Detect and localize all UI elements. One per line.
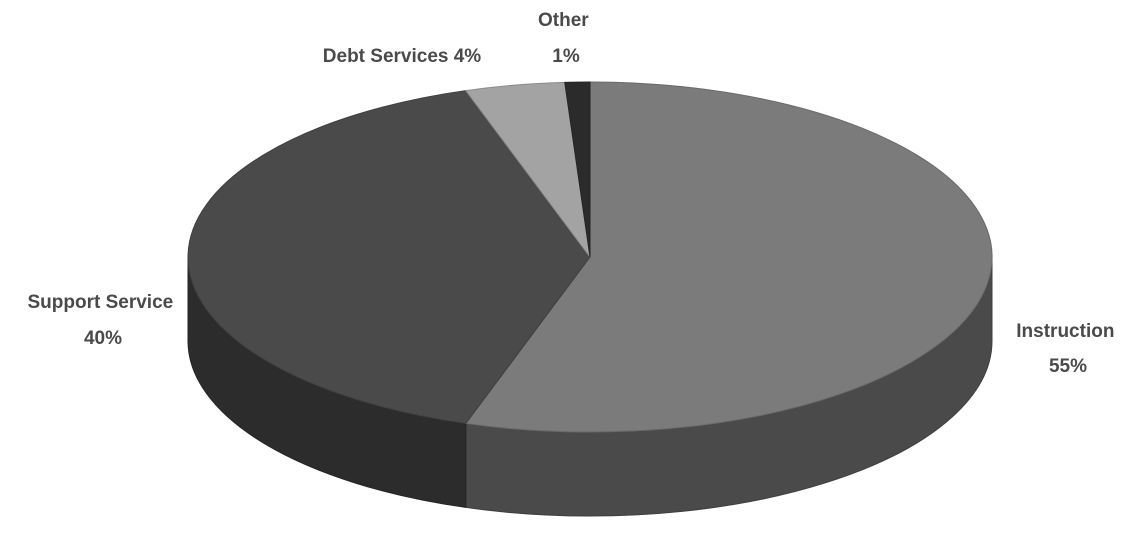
label-instruction-value: 55%	[1049, 356, 1087, 377]
label-instruction: Instruction 55%	[1016, 321, 1119, 377]
slice-support-service	[187, 90, 591, 424]
label-other-name: Other	[538, 10, 589, 31]
label-support-service-name: Support Service	[28, 292, 174, 313]
label-support-service: Support Service 40%	[28, 292, 179, 349]
label-other-value: 1%	[552, 46, 580, 67]
label-instruction-name: Instruction	[1016, 321, 1114, 342]
slice-other	[564, 81, 591, 258]
slice-instruction	[464, 81, 993, 433]
label-debt-services: Debt Services 4%	[323, 46, 482, 67]
pie-top	[187, 81, 993, 433]
label-other: Other 1%	[538, 10, 594, 67]
label-support-service-value: 40%	[84, 328, 122, 349]
